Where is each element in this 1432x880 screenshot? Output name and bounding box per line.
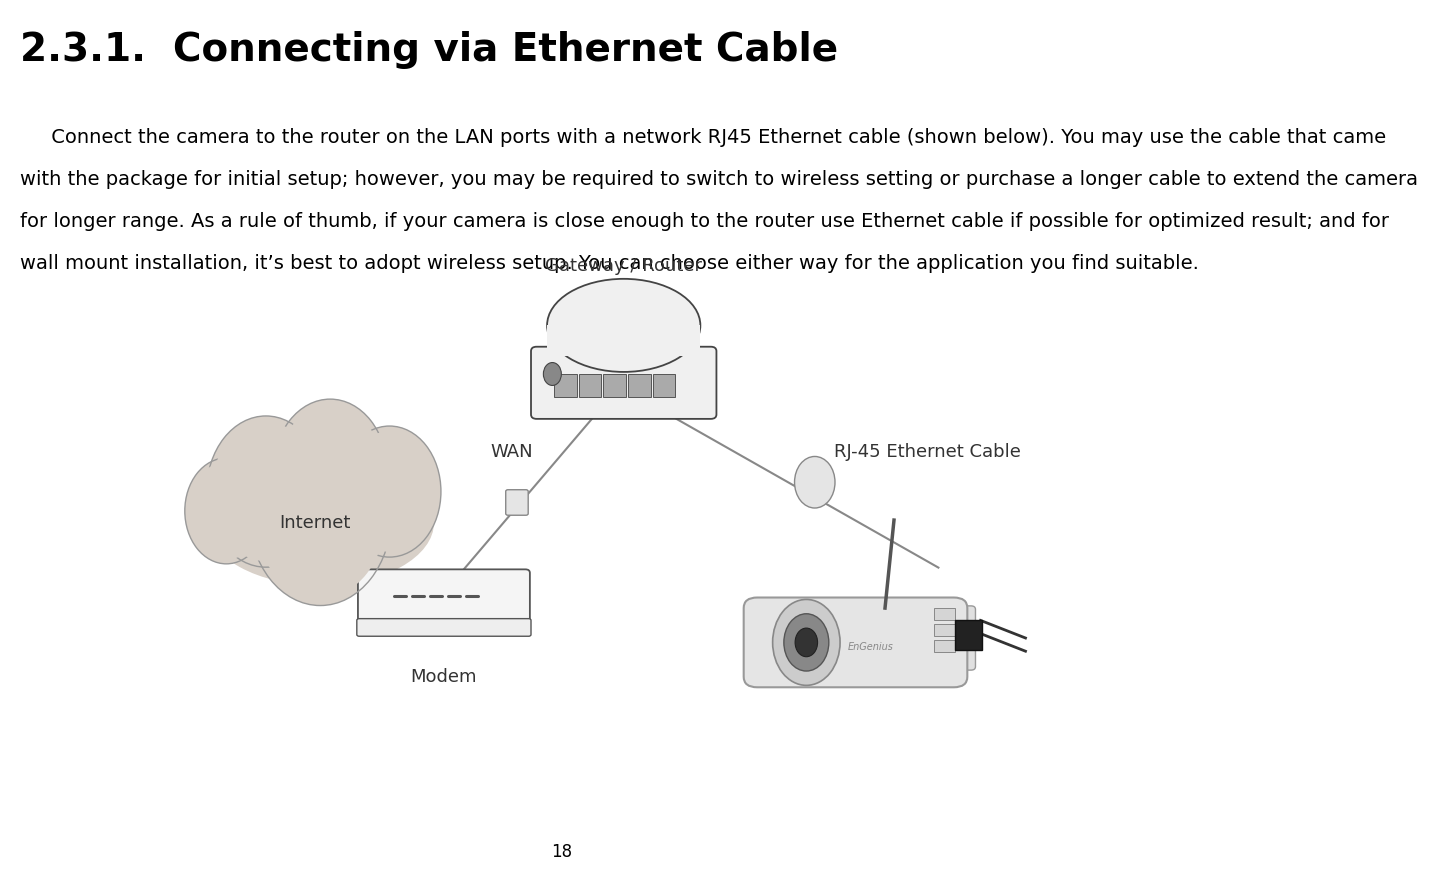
FancyBboxPatch shape	[603, 374, 626, 397]
FancyBboxPatch shape	[935, 640, 955, 652]
FancyBboxPatch shape	[629, 374, 650, 397]
Ellipse shape	[783, 613, 829, 671]
Ellipse shape	[543, 363, 561, 385]
Ellipse shape	[188, 462, 265, 560]
Ellipse shape	[255, 431, 385, 598]
Text: Internet: Internet	[279, 514, 351, 532]
Text: 18: 18	[551, 843, 573, 861]
Ellipse shape	[795, 457, 835, 508]
Ellipse shape	[338, 426, 441, 557]
FancyBboxPatch shape	[531, 347, 716, 419]
FancyBboxPatch shape	[505, 489, 528, 516]
Ellipse shape	[249, 424, 391, 605]
Text: WAN: WAN	[490, 443, 533, 460]
Text: 2.3.1.  Connecting via Ethernet Cable: 2.3.1. Connecting via Ethernet Cable	[20, 31, 838, 69]
FancyBboxPatch shape	[935, 608, 955, 620]
FancyBboxPatch shape	[357, 619, 531, 636]
Ellipse shape	[185, 458, 268, 564]
Ellipse shape	[206, 416, 325, 568]
FancyBboxPatch shape	[579, 374, 601, 397]
Ellipse shape	[795, 628, 818, 656]
FancyBboxPatch shape	[955, 620, 982, 650]
Ellipse shape	[773, 599, 841, 686]
Ellipse shape	[212, 422, 321, 561]
Text: for longer range. As a rule of thumb, if your camera is close enough to the rout: for longer range. As a rule of thumb, if…	[20, 212, 1389, 231]
Text: wall mount installation, it’s best to adopt wireless setup. You can choose eithe: wall mount installation, it’s best to ad…	[20, 254, 1199, 274]
Text: EnGenius: EnGenius	[848, 642, 894, 652]
Text: Connect the camera to the router on the LAN ports with a network RJ45 Ethernet c: Connect the camera to the router on the …	[20, 128, 1386, 147]
FancyBboxPatch shape	[653, 374, 676, 397]
Text: RJ-45 Ethernet Cable: RJ-45 Ethernet Cable	[833, 443, 1021, 460]
Ellipse shape	[342, 431, 437, 552]
FancyBboxPatch shape	[554, 374, 577, 397]
FancyBboxPatch shape	[547, 326, 700, 356]
Text: Gateway / Router: Gateway / Router	[546, 257, 702, 275]
Ellipse shape	[547, 279, 700, 372]
FancyBboxPatch shape	[924, 605, 975, 671]
Text: with the package for initial setup; however, you may be required to switch to wi: with the package for initial setup; howe…	[20, 170, 1418, 189]
Text: Modem: Modem	[411, 668, 477, 686]
FancyBboxPatch shape	[935, 624, 955, 636]
Ellipse shape	[278, 405, 382, 539]
Ellipse shape	[274, 400, 388, 546]
FancyBboxPatch shape	[358, 569, 530, 627]
Ellipse shape	[206, 459, 434, 585]
FancyBboxPatch shape	[743, 598, 968, 687]
